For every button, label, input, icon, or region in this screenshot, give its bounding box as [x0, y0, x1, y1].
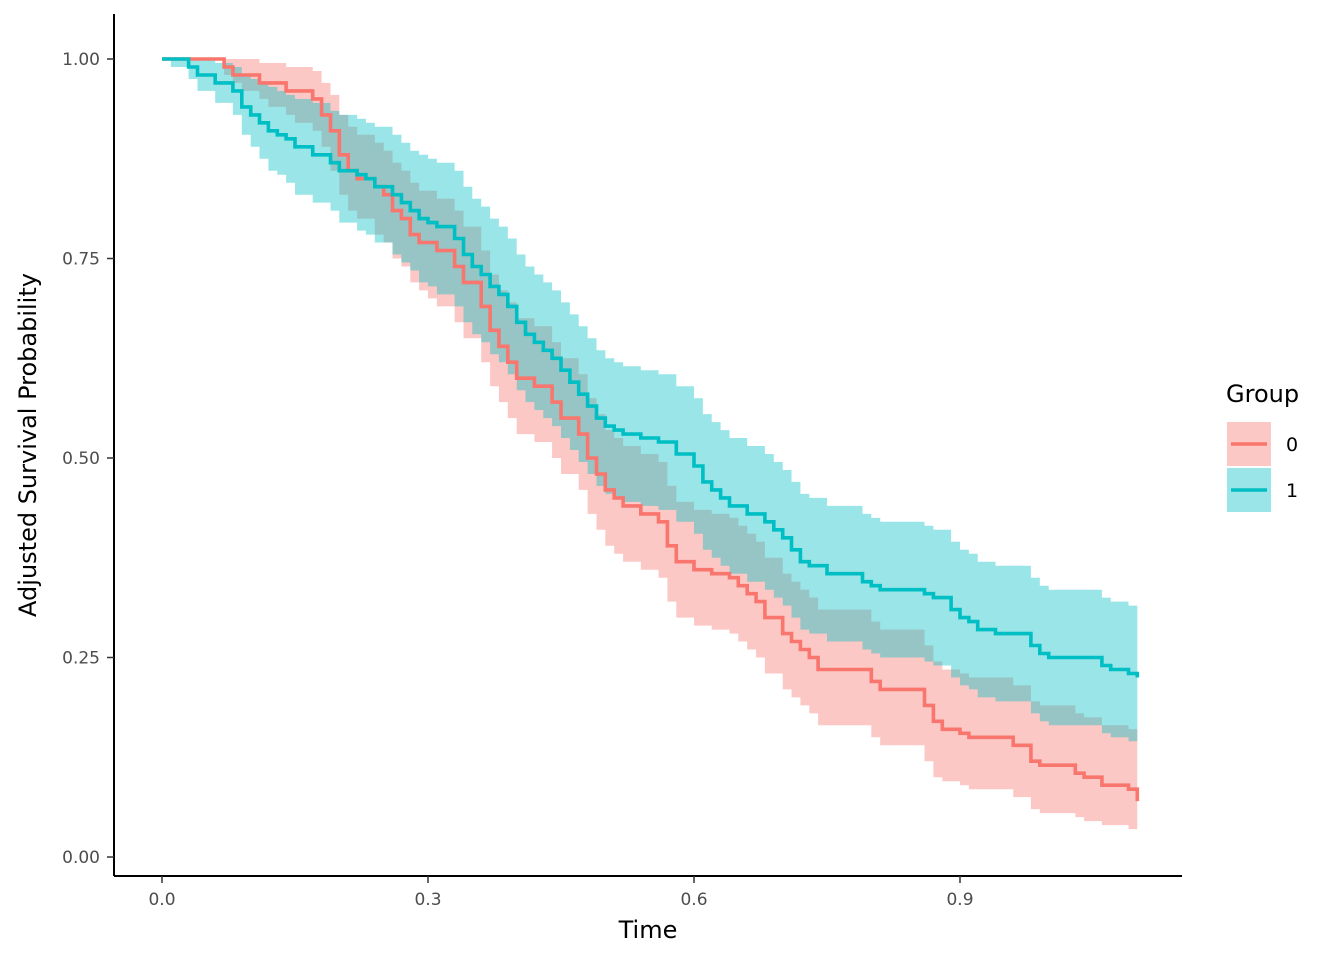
legend: Group 0 1 — [1226, 380, 1299, 512]
y-ticks: 0.00 0.25 0.50 0.75 1.00 — [62, 50, 114, 868]
axes — [113, 14, 1182, 877]
y-tick-label: 0.00 — [62, 848, 100, 868]
x-tick-label: 0.6 — [680, 890, 707, 910]
x-tick-label: 0.3 — [414, 890, 441, 910]
y-tick-label: 1.00 — [62, 50, 100, 70]
x-tick-label: 0.9 — [946, 890, 973, 910]
confidence-band-1 — [162, 59, 1138, 750]
x-ticks: 0.0 0.3 0.6 0.9 — [148, 876, 974, 910]
x-axis-title: Time — [618, 916, 678, 944]
survival-curves — [162, 57, 1140, 802]
x-tick-label: 0.0 — [148, 890, 175, 910]
legend-title: Group — [1226, 380, 1299, 408]
legend-label-1: 1 — [1286, 480, 1298, 502]
y-tick-label: 0.50 — [62, 449, 100, 469]
y-axis-title: Adjusted Survival Probability — [14, 273, 42, 617]
survival-line-1 — [162, 57, 1140, 678]
y-tick-label: 0.25 — [62, 649, 100, 669]
legend-label-0: 0 — [1286, 434, 1298, 456]
confidence-bands — [162, 59, 1138, 837]
confidence-band-0 — [162, 59, 1138, 837]
y-tick-label: 0.75 — [62, 250, 100, 270]
